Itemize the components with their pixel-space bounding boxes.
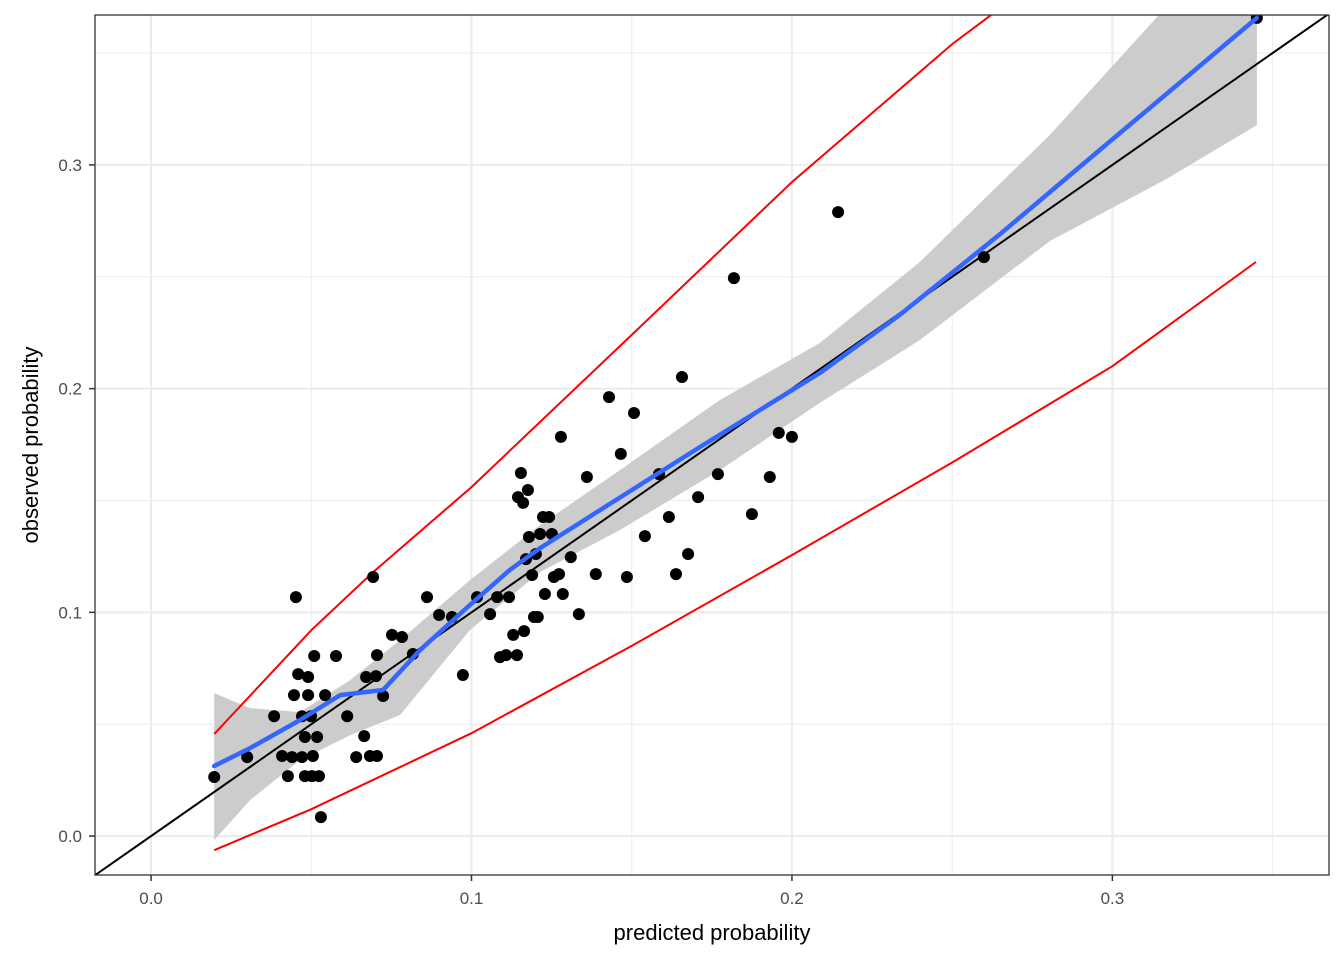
x-tick-label: 0.2 xyxy=(780,889,804,908)
data-point xyxy=(727,272,740,285)
data-point xyxy=(484,608,497,621)
data-point xyxy=(662,511,675,523)
identity-line xyxy=(95,15,1329,875)
data-point xyxy=(628,407,640,419)
data-point xyxy=(241,751,254,764)
y-tick-label: 0.1 xyxy=(58,603,82,622)
data-point xyxy=(330,650,342,662)
y-tick-label: 0.3 xyxy=(58,156,82,175)
data-point xyxy=(772,426,785,439)
data-point xyxy=(302,671,315,683)
data-point xyxy=(538,588,551,600)
data-point xyxy=(531,611,544,623)
major-gridlines xyxy=(95,15,1329,875)
data-point xyxy=(313,770,325,783)
data-point xyxy=(281,770,294,783)
data-point xyxy=(306,750,319,762)
data-point xyxy=(785,430,798,443)
data-point xyxy=(638,530,651,543)
lower-bound-line xyxy=(213,261,1257,852)
upper-bound-line xyxy=(213,15,993,735)
data-point xyxy=(711,468,724,481)
y-tick-label: 0.0 xyxy=(58,827,82,846)
data-point xyxy=(670,568,682,581)
data-point xyxy=(296,751,308,764)
x-axis-title: predicted probability xyxy=(614,920,811,945)
y-axis-title: observed probability xyxy=(18,347,43,544)
data-point xyxy=(370,670,382,683)
data-point xyxy=(564,551,577,564)
data-point xyxy=(377,690,390,702)
data-point xyxy=(676,371,688,383)
minor-gridlines xyxy=(95,15,1329,875)
data-point xyxy=(421,591,433,604)
y-axis-ticks: 0.0 0.1 0.2 0.3 xyxy=(58,156,95,846)
data-point xyxy=(208,771,221,783)
data-point xyxy=(298,731,311,743)
data-point xyxy=(745,508,758,521)
data-point xyxy=(692,491,705,504)
data-point xyxy=(543,511,556,523)
data-point xyxy=(288,689,300,702)
data-point xyxy=(292,668,305,681)
data-point xyxy=(832,206,845,219)
data-point xyxy=(534,528,547,540)
data-point xyxy=(503,591,515,604)
data-point xyxy=(507,628,520,641)
data-point xyxy=(589,568,602,581)
data-point xyxy=(396,631,408,643)
data-point xyxy=(302,689,315,702)
data-point xyxy=(386,628,398,641)
data-point xyxy=(360,671,373,683)
data-point xyxy=(371,750,383,762)
data-point xyxy=(276,750,289,762)
data-point xyxy=(517,496,530,509)
data-point xyxy=(350,751,363,764)
data-point xyxy=(367,571,380,583)
data-point xyxy=(526,569,539,581)
x-tick-label: 0.3 xyxy=(1101,889,1125,908)
data-point xyxy=(308,650,321,662)
data-point xyxy=(286,751,299,764)
data-point xyxy=(456,669,469,681)
data-point xyxy=(603,391,615,404)
data-point xyxy=(556,588,569,600)
data-point xyxy=(522,531,535,543)
data-point xyxy=(977,251,990,264)
x-tick-label: 0.0 xyxy=(139,889,163,908)
data-point xyxy=(311,731,324,743)
data-point xyxy=(500,649,513,662)
data-point xyxy=(580,471,593,483)
data-point xyxy=(314,811,327,824)
data-point xyxy=(371,649,383,662)
data-point xyxy=(341,710,354,723)
data-point xyxy=(518,625,531,638)
data-point xyxy=(358,730,371,743)
data-point xyxy=(682,548,695,560)
data-point xyxy=(554,430,567,443)
data-point xyxy=(319,689,332,702)
data-point xyxy=(268,710,281,723)
data-point xyxy=(433,609,446,621)
x-axis-ticks: 0.0 0.1 0.2 0.3 xyxy=(139,875,1124,908)
data-point xyxy=(289,591,302,604)
y-tick-label: 0.2 xyxy=(58,380,82,399)
panel-border xyxy=(94,14,1330,876)
x-tick-label: 0.1 xyxy=(460,889,484,908)
data-point xyxy=(620,571,633,583)
data-point xyxy=(572,608,585,621)
data-point xyxy=(491,591,504,604)
data-point xyxy=(511,649,523,662)
data-point xyxy=(614,447,627,460)
smooth-line xyxy=(211,15,1260,769)
data-point xyxy=(553,568,565,581)
data-point xyxy=(514,467,527,479)
data-point xyxy=(521,484,534,496)
data-point xyxy=(763,471,776,483)
